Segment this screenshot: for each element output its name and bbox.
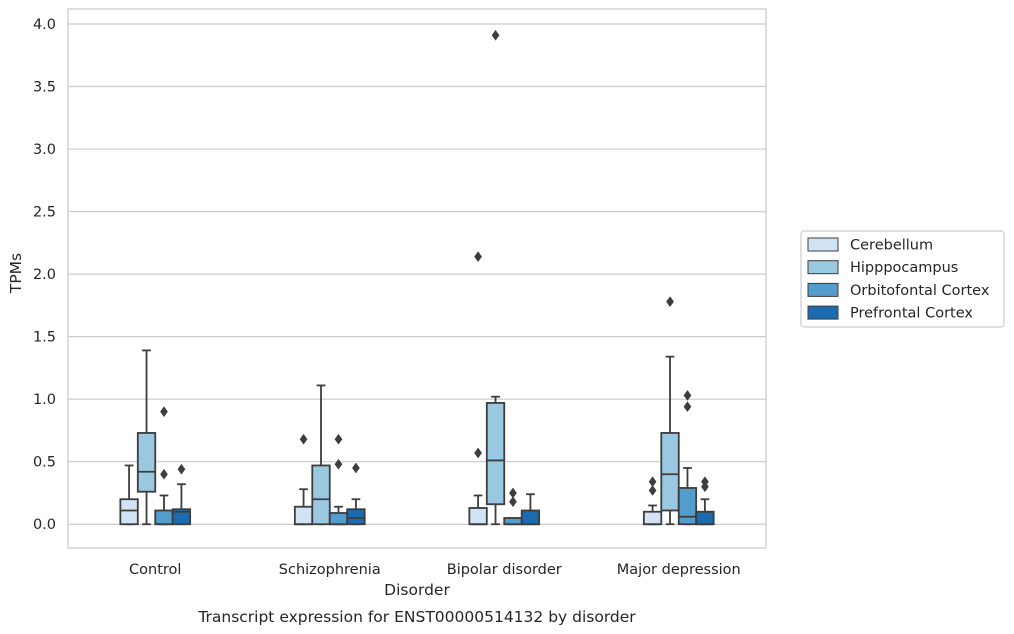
x-tick-label: Schizophrenia bbox=[279, 562, 381, 578]
figure-caption: Transcript expression for ENST0000051413… bbox=[197, 608, 636, 626]
box-hipppocampus bbox=[485, 29, 506, 526]
box-iqr bbox=[119, 498, 139, 526]
legend-swatch bbox=[807, 237, 839, 252]
box-marks bbox=[119, 29, 715, 526]
box-hipppocampus bbox=[660, 296, 680, 526]
legend-swatch bbox=[807, 260, 839, 275]
box-hipppocampus bbox=[136, 349, 157, 526]
box-cerebellum bbox=[642, 476, 663, 526]
outlier-point bbox=[299, 433, 308, 445]
outlier-point bbox=[648, 485, 657, 496]
outlier-point bbox=[474, 251, 482, 263]
box-iqr bbox=[660, 432, 680, 512]
box-orbitofontal-cortex bbox=[154, 406, 174, 526]
legend-frame bbox=[800, 230, 1005, 328]
box-iqr bbox=[485, 402, 506, 506]
outlier-point bbox=[474, 447, 482, 459]
legend-label: Hipppocampus bbox=[850, 260, 958, 276]
outlier-point bbox=[666, 296, 674, 308]
box-prefrontal-cortex bbox=[346, 462, 366, 526]
outlier-point bbox=[160, 406, 168, 418]
box-iqr bbox=[642, 510, 663, 526]
outlier-point bbox=[334, 458, 343, 470]
outlier-point bbox=[509, 487, 517, 499]
box-iqr bbox=[293, 505, 314, 526]
gridlines bbox=[68, 23, 766, 525]
box-prefrontal-cortex bbox=[171, 463, 192, 526]
box-iqr bbox=[677, 487, 698, 526]
outlier-point bbox=[701, 476, 709, 488]
y-tick-label: 3.0 bbox=[33, 142, 56, 158]
y-tick-labels: 0.0 0.5 1.0 1.5 2.0 2.5 3.0 3.5 4.0 bbox=[33, 17, 56, 533]
outlier-point bbox=[160, 468, 168, 480]
legend-label: Cerebellum bbox=[850, 238, 933, 254]
outlier-point bbox=[648, 476, 657, 488]
y-tick-label: 0.5 bbox=[33, 455, 56, 471]
x-tick-label: Control bbox=[129, 562, 181, 578]
y-tick-label: 2.5 bbox=[33, 205, 56, 221]
outlier-point bbox=[683, 390, 692, 401]
legend-swatch bbox=[807, 282, 839, 297]
x-tick-labels: Control Schizophrenia Bipolar disorder Majo… bbox=[129, 562, 741, 578]
outlier-point bbox=[491, 29, 500, 41]
box-iqr bbox=[695, 510, 715, 526]
x-axis-label: Disorder bbox=[384, 581, 450, 599]
outlier-point bbox=[509, 496, 517, 508]
outlier-point bbox=[683, 401, 692, 413]
outlier-point bbox=[177, 463, 186, 475]
box-cerebellum bbox=[119, 464, 139, 526]
legend-swatch bbox=[807, 305, 839, 320]
box-cerebellum bbox=[468, 251, 488, 526]
box-iqr bbox=[346, 508, 366, 526]
box-iqr bbox=[520, 509, 541, 526]
box-cerebellum bbox=[293, 433, 314, 526]
y-tick-label: 1.0 bbox=[33, 392, 56, 408]
y-tick-label: 0.0 bbox=[33, 517, 56, 533]
box-hipppocampus bbox=[311, 384, 331, 526]
outlier-point bbox=[352, 462, 360, 474]
box-iqr bbox=[136, 432, 157, 493]
box-orbitofontal-cortex bbox=[328, 433, 349, 526]
legend-label: Orbitofontal Cortex bbox=[850, 283, 990, 299]
legend: Cerebellum Hipppocampus Orbitofontal Corte… bbox=[800, 230, 1005, 328]
x-tick-label: Major depression bbox=[617, 562, 741, 578]
outlier-point bbox=[334, 433, 343, 445]
y-tick-label: 4.0 bbox=[33, 17, 56, 33]
box-iqr bbox=[503, 517, 523, 526]
plot-frame bbox=[67, 8, 767, 549]
box-prefrontal-cortex bbox=[695, 476, 715, 526]
box-iqr bbox=[468, 507, 488, 526]
y-tick-label: 1.5 bbox=[33, 330, 56, 346]
box-prefrontal-cortex bbox=[520, 493, 541, 526]
y-tick-label: 2.0 bbox=[33, 267, 56, 283]
box-orbitofontal-cortex bbox=[677, 390, 698, 526]
box-iqr bbox=[328, 512, 349, 526]
box-iqr bbox=[171, 508, 192, 526]
box-iqr bbox=[311, 464, 331, 526]
legend-label: Prefrontal Cortex bbox=[850, 306, 973, 322]
y-tick-label: 3.5 bbox=[33, 80, 56, 96]
box-orbitofontal-cortex bbox=[503, 487, 523, 526]
y-axis-label: TPMs bbox=[7, 253, 25, 294]
box-iqr bbox=[154, 509, 174, 526]
x-tick-label: Bipolar disorder bbox=[447, 562, 562, 578]
